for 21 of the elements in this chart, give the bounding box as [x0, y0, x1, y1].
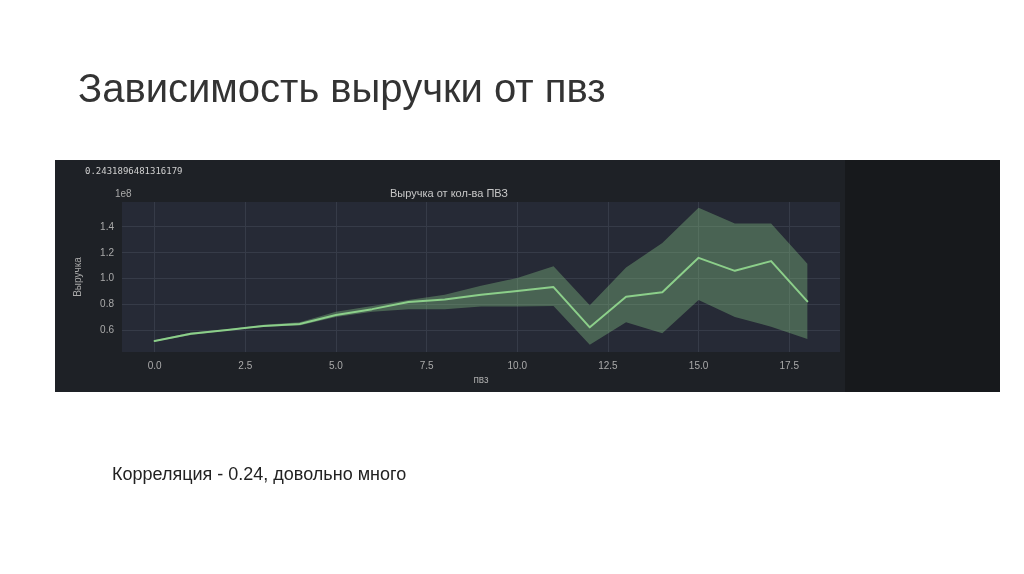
- x-tick-label: 2.5: [238, 359, 253, 371]
- y-tick-label: 0.8: [100, 298, 115, 310]
- text: 0.2431896481316179: [85, 165, 183, 176]
- x-tick-label: 0.0: [147, 359, 163, 371]
- x-tick-label: 12.5: [598, 359, 619, 371]
- x-tick-label: 10.0: [507, 359, 528, 371]
- y-axis-title: Выручка: [71, 256, 83, 297]
- x-tick-label: 15.0: [688, 359, 709, 371]
- y-tick-label: 1.4: [100, 220, 115, 232]
- y-tick-label: 1.0: [100, 272, 115, 284]
- x-tick-label: 5.0: [329, 359, 344, 371]
- y-tick-label: 1.2: [100, 246, 115, 258]
- x-axis-title: пвз: [473, 374, 490, 386]
- chart-title: Зависимость выручки от пвз: [78, 66, 606, 111]
- text: Корреляция - 0.24, довольно много: [112, 464, 407, 485]
- x-tick-label: 17.5: [779, 359, 800, 371]
- line-series: [153, 256, 809, 342]
- y-tick-label: 0.6: [100, 324, 115, 336]
- x-tick-label: 7.5: [419, 359, 434, 371]
- text: 1e8: [115, 187, 133, 199]
- chart-subtitle: Выручка от кол-ва ПВЗ: [390, 186, 509, 199]
